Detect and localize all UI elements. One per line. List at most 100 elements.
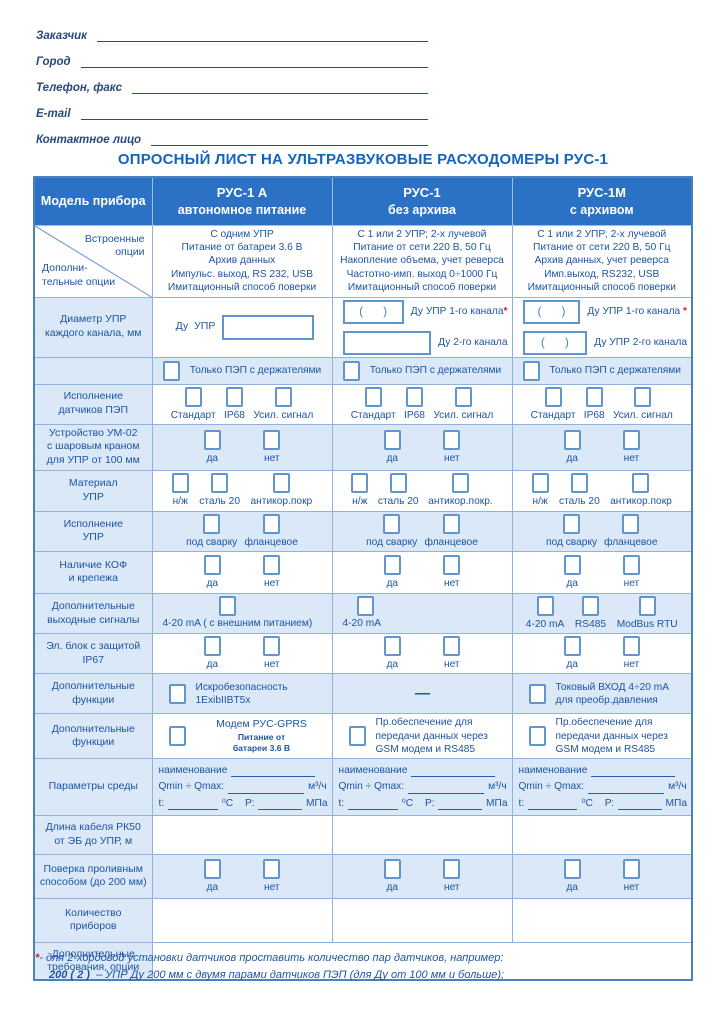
checkbox[interactable]: [263, 636, 281, 657]
checkbox[interactable]: [632, 473, 650, 494]
checkbox[interactable]: [522, 360, 540, 381]
email-line[interactable]: [80, 108, 428, 120]
checkbox[interactable]: [582, 595, 599, 616]
diameter-label: Диаметр УПР каждого канала, мм: [33, 296, 153, 358]
checkbox[interactable]: [451, 473, 469, 494]
contact-person-label: Контактное лицо: [36, 134, 142, 146]
checkbox[interactable]: [383, 429, 401, 450]
upr-exec-rus1a-cell: под сварку фланцевое: [151, 510, 333, 552]
du-ch1-input-box[interactable]: ( ): [342, 299, 404, 324]
extra-requirements-cell[interactable]: [151, 941, 693, 981]
du-ch1-input-box[interactable]: ( ): [522, 299, 581, 324]
blank-line[interactable]: [228, 783, 305, 794]
checkbox[interactable]: [218, 596, 236, 617]
blank-line[interactable]: [411, 766, 496, 778]
checkbox[interactable]: [272, 473, 290, 494]
quantity-rus1a-cell[interactable]: [151, 897, 333, 943]
checkbox[interactable]: [383, 858, 401, 879]
city-line[interactable]: [80, 56, 428, 68]
checkbox[interactable]: [563, 429, 581, 450]
checkbox[interactable]: [263, 554, 281, 575]
blank-line[interactable]: [591, 766, 676, 778]
blank-line[interactable]: [348, 799, 398, 810]
kof-rus1-cell: да нет: [331, 550, 513, 594]
blank-line[interactable]: [258, 799, 303, 810]
checkbox[interactable]: [544, 386, 562, 407]
checkbox[interactable]: [528, 726, 546, 747]
checkbox[interactable]: [356, 596, 374, 617]
customer-line[interactable]: [97, 30, 428, 42]
checkbox[interactable]: [443, 554, 461, 575]
checkbox[interactable]: [622, 858, 640, 879]
checkbox[interactable]: [184, 386, 202, 407]
checkbox[interactable]: [563, 636, 581, 657]
checkbox[interactable]: [383, 554, 401, 575]
blank-line[interactable]: [231, 766, 316, 778]
du-input-box[interactable]: [222, 314, 315, 340]
contact-person-line[interactable]: [151, 134, 428, 146]
checkbox[interactable]: [622, 429, 640, 450]
checkbox[interactable]: [634, 386, 652, 407]
checkbox[interactable]: [454, 386, 472, 407]
checkbox[interactable]: [203, 636, 221, 657]
blank-line[interactable]: [528, 799, 578, 810]
checkbox[interactable]: [443, 429, 461, 450]
cable-rus1m-cell[interactable]: [511, 814, 693, 855]
checkbox[interactable]: [364, 386, 382, 407]
checkbox[interactable]: [342, 360, 360, 381]
checkbox[interactable]: [262, 513, 280, 534]
checkbox[interactable]: [203, 429, 221, 450]
checkbox[interactable]: [168, 726, 186, 747]
checkbox[interactable]: [383, 513, 401, 534]
checkbox[interactable]: [622, 636, 640, 657]
checkbox[interactable]: [531, 473, 549, 494]
checkbox[interactable]: [570, 473, 588, 494]
checkbox[interactable]: [351, 473, 369, 494]
blank-line[interactable]: [438, 799, 483, 810]
cable-rus1a-cell[interactable]: [151, 814, 333, 855]
checkbox[interactable]: [443, 858, 461, 879]
checkbox[interactable]: [622, 513, 640, 534]
blank-line[interactable]: [618, 799, 662, 810]
checkbox[interactable]: [638, 595, 656, 616]
checkbox[interactable]: [563, 858, 581, 879]
checkbox[interactable]: [162, 360, 180, 381]
checkbox[interactable]: [443, 636, 461, 657]
cable-rus1-cell[interactable]: [331, 814, 513, 855]
blank-line[interactable]: [408, 783, 485, 794]
proving-rus1-cell: да нет: [331, 853, 513, 899]
checkbox[interactable]: [585, 386, 603, 407]
du-ch2-input-box[interactable]: ( ): [522, 330, 588, 355]
contact-row: Контактное лицо: [36, 132, 428, 146]
checkbox[interactable]: [203, 554, 221, 575]
checkbox[interactable]: [622, 554, 640, 575]
checkbox[interactable]: [203, 513, 221, 534]
checkbox[interactable]: [563, 554, 581, 575]
du-ch2-input-box[interactable]: [342, 330, 432, 355]
checkbox[interactable]: [383, 636, 401, 657]
checkbox[interactable]: [536, 595, 554, 616]
checkbox[interactable]: [263, 429, 281, 450]
checkbox[interactable]: [211, 473, 229, 494]
upr-exec-rus1-cell: под сварку фланцевое: [331, 510, 513, 552]
checkbox[interactable]: [225, 386, 243, 407]
quantity-rus1m-cell[interactable]: [511, 897, 693, 943]
checkbox[interactable]: [203, 858, 221, 879]
checkbox[interactable]: [405, 386, 423, 407]
cable-row: Длина кабеля РК50 от ЭБ до УПР, м: [33, 814, 693, 855]
checkbox[interactable]: [171, 473, 189, 494]
checkbox[interactable]: [168, 683, 186, 704]
checkbox[interactable]: [263, 858, 281, 879]
phone-fax-line[interactable]: [132, 82, 428, 94]
blank-line[interactable]: [168, 799, 218, 810]
quantity-rus1-cell[interactable]: [331, 897, 513, 943]
checkbox[interactable]: [442, 513, 460, 534]
checkbox[interactable]: [528, 683, 546, 704]
checkbox[interactable]: [563, 513, 581, 534]
pep-exec-rus1-cell: Стандарт IP68 Усил. сигнал: [331, 383, 513, 425]
blank-line[interactable]: [588, 783, 665, 794]
options-diagonal-cell: Встроенные опции Дополни- тельные опции: [33, 224, 153, 298]
checkbox[interactable]: [389, 473, 407, 494]
checkbox[interactable]: [348, 726, 366, 747]
checkbox[interactable]: [274, 386, 292, 407]
